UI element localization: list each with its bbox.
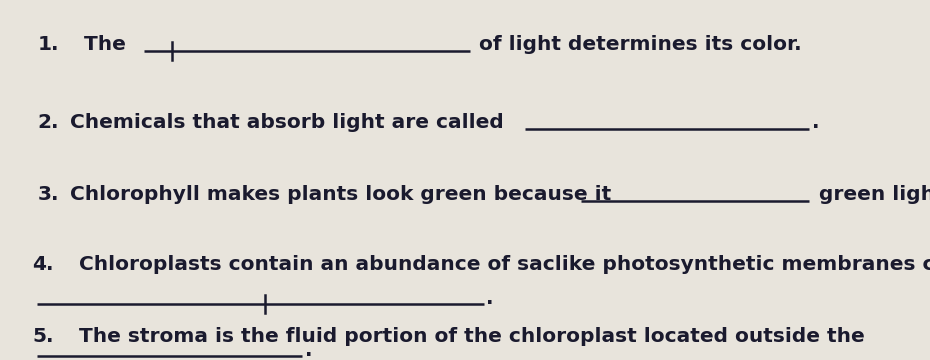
Text: 5.: 5. [33,327,54,346]
Text: The: The [84,36,133,54]
Text: .: . [305,342,312,360]
Text: Chemicals that absorb light are called: Chemicals that absorb light are called [70,113,511,132]
Text: The stroma is the fluid portion of the chloroplast located outside the: The stroma is the fluid portion of the c… [79,327,865,346]
Text: Chloroplasts contain an abundance of saclike photosynthetic membranes called: Chloroplasts contain an abundance of sac… [79,255,930,274]
Text: 1.: 1. [37,36,59,54]
Text: .: . [486,289,494,308]
Text: Chlorophyll makes plants look green because it: Chlorophyll makes plants look green beca… [70,185,618,204]
Text: 3.: 3. [37,185,59,204]
Text: 2.: 2. [37,113,59,132]
Text: .: . [812,113,819,132]
Text: green light.: green light. [812,185,930,204]
Text: of light determines its color.: of light determines its color. [472,36,802,54]
Text: 4.: 4. [33,255,54,274]
